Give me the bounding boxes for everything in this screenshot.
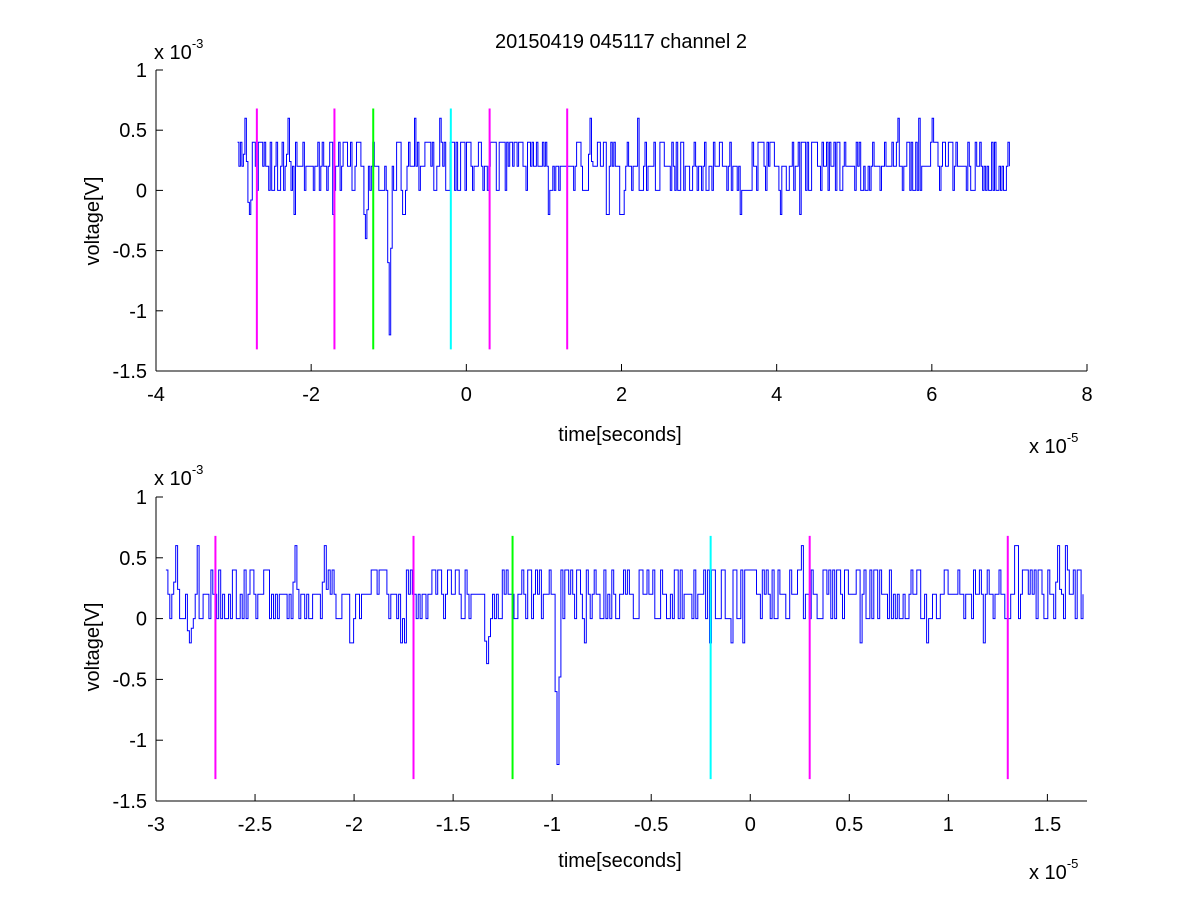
- top-y-multiplier-base: x 10: [154, 42, 192, 64]
- top-x-tick-label: 8: [1081, 384, 1092, 406]
- bottom-x-multiplier: x 10-5: [1029, 856, 1078, 884]
- top-x-tick-label: -4: [147, 384, 165, 406]
- top-y-tick-label: 1: [136, 60, 147, 82]
- bottom-x-tick-label: -2: [345, 814, 363, 836]
- figure-title: 20150419 045117 channel 2: [495, 31, 747, 53]
- top-signal-line: [237, 117, 1010, 336]
- bottom-y-tick-label: 0: [136, 609, 147, 631]
- bottom-y-axis-label: voltage[V]: [82, 603, 104, 692]
- bottom-y-tick-label: 0.5: [119, 548, 147, 570]
- bottom-y-multiplier-base: x 10: [154, 468, 192, 490]
- top-y-tick-label: 0.5: [119, 120, 147, 142]
- bottom-voltage-trace: [165, 545, 1084, 765]
- top-x-multiplier-exp: -5: [1067, 430, 1079, 445]
- bottom-event-markers: [214, 535, 1009, 780]
- bottom-x-tick-label: -0.5: [634, 814, 668, 836]
- top-axes: -4 -2 0 2 4 6 8 -1.5 -1 -0.5 0 0.5 1: [113, 60, 1093, 406]
- top-x-axis-label: time[seconds]: [558, 424, 681, 446]
- top-x-multiplier-base: x 10: [1029, 436, 1067, 458]
- top-voltage-trace: [237, 117, 1010, 336]
- top-y-multiplier: x 10-3: [154, 36, 203, 64]
- bottom-x-tick-label: -1: [543, 814, 561, 836]
- bottom-signal-line: [165, 545, 1084, 765]
- top-x-tick-label: 4: [771, 384, 782, 406]
- top-x-tick-label: -2: [302, 384, 320, 406]
- bottom-x-tick-label: 1: [943, 814, 954, 836]
- top-y-tick-label: -1: [129, 301, 147, 323]
- bottom-x-tick-label: 0: [745, 814, 756, 836]
- top-event-markers: [255, 108, 569, 350]
- bottom-x-tick-label: -1.5: [436, 814, 470, 836]
- bottom-x-multiplier-base: x 10: [1029, 862, 1067, 884]
- bottom-y-multiplier-exp: -3: [192, 462, 204, 477]
- top-y-tick-label: -0.5: [113, 241, 147, 263]
- top-x-tick-label: 2: [616, 384, 627, 406]
- bottom-y-tick-label: 1: [136, 487, 147, 509]
- bottom-y-tick-label: -1.5: [113, 791, 147, 813]
- bottom-x-axis-label: time[seconds]: [558, 850, 681, 872]
- top-x-tick-label: 0: [461, 384, 472, 406]
- top-x-multiplier: x 10-5: [1029, 430, 1078, 458]
- bottom-y-tick-label: -0.5: [113, 669, 147, 691]
- bottom-subplot: -3 -2.5 -2 -1.5 -1 -0.5 0 0.5 1 1.5 -1.5 -1 -0.5 0 0.5…: [82, 462, 1087, 884]
- top-x-tick-label: 6: [926, 384, 937, 406]
- bottom-x-tick-label: 0.5: [835, 814, 863, 836]
- top-y-tick-label: 0: [136, 180, 147, 202]
- bottom-y-tick-label: -1: [129, 730, 147, 752]
- bottom-y-multiplier: x 10-3: [154, 462, 203, 490]
- top-y-tick-label: -1.5: [113, 361, 147, 383]
- bottom-x-multiplier-exp: -5: [1067, 856, 1079, 871]
- top-subplot: -4 -2 0 2 4 6 8 -1.5 -1 -0.5 0 0.5 1 time[seconds] v…: [82, 36, 1093, 458]
- bottom-x-tick-label: 1.5: [1033, 814, 1061, 836]
- top-y-multiplier-exp: -3: [192, 36, 204, 51]
- bottom-axes: -3 -2.5 -2 -1.5 -1 -0.5 0 0.5 1 1.5 -1.5 -1 -0.5 0 0.5…: [113, 487, 1087, 836]
- bottom-x-tick-label: -2.5: [238, 814, 272, 836]
- bottom-x-tick-label: -3: [147, 814, 165, 836]
- top-y-axis-label: voltage[V]: [82, 177, 104, 266]
